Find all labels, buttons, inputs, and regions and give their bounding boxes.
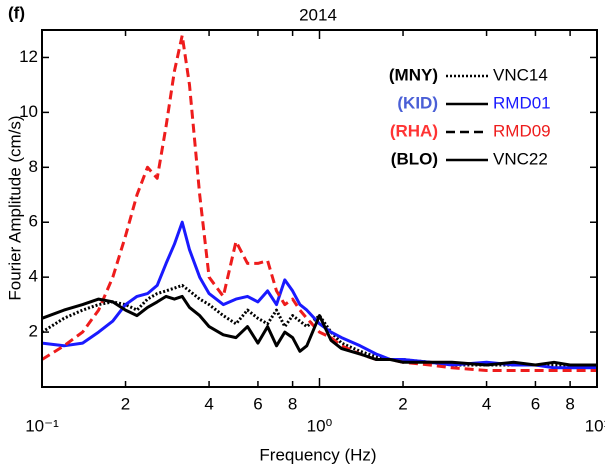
x-tick-label: 8 xyxy=(288,394,297,413)
y-tick-label: 6 xyxy=(29,212,38,231)
y-tick-label: 10 xyxy=(19,102,38,121)
x-tick-label: 4 xyxy=(204,394,213,413)
x-tick-label: 10⁰ xyxy=(307,416,333,435)
y-tick-label: 12 xyxy=(19,47,38,66)
x-tick-label: 10¹ xyxy=(585,416,605,435)
series-line xyxy=(41,220,597,370)
plot-frame xyxy=(41,29,598,388)
x-tick-label: 8 xyxy=(565,394,574,413)
y-tick-label: 2 xyxy=(29,322,38,341)
series-line xyxy=(41,294,597,367)
legend-station: (RHA) xyxy=(390,121,438,140)
legend-label: RMD09 xyxy=(493,121,551,140)
legend-label: RMD01 xyxy=(493,93,551,112)
panel-label: (f) xyxy=(8,3,25,22)
legend-label: VNC14 xyxy=(493,65,548,84)
x-tick-label: 10⁻¹ xyxy=(25,416,59,435)
x-tick-label: 6 xyxy=(531,394,540,413)
y-axis-label: Fourier Amplitude (cm/s) xyxy=(5,115,24,300)
x-tick-label: 2 xyxy=(398,394,407,413)
chart-title: 2014 xyxy=(299,5,337,24)
x-tick-label: 2 xyxy=(121,394,130,413)
x-tick-label: 4 xyxy=(482,394,491,413)
legend-station: (BLO) xyxy=(391,149,438,168)
x-axis-label: Frequency (Hz) xyxy=(259,445,376,464)
legend-label: VNC22 xyxy=(493,149,548,168)
y-tick-label: 4 xyxy=(29,267,38,286)
legend-station: (KID) xyxy=(397,93,438,112)
y-tick-label: 8 xyxy=(29,157,38,176)
legend-station: (MNY) xyxy=(389,65,438,84)
series-line xyxy=(41,34,597,372)
x-tick-label: 6 xyxy=(253,394,262,413)
